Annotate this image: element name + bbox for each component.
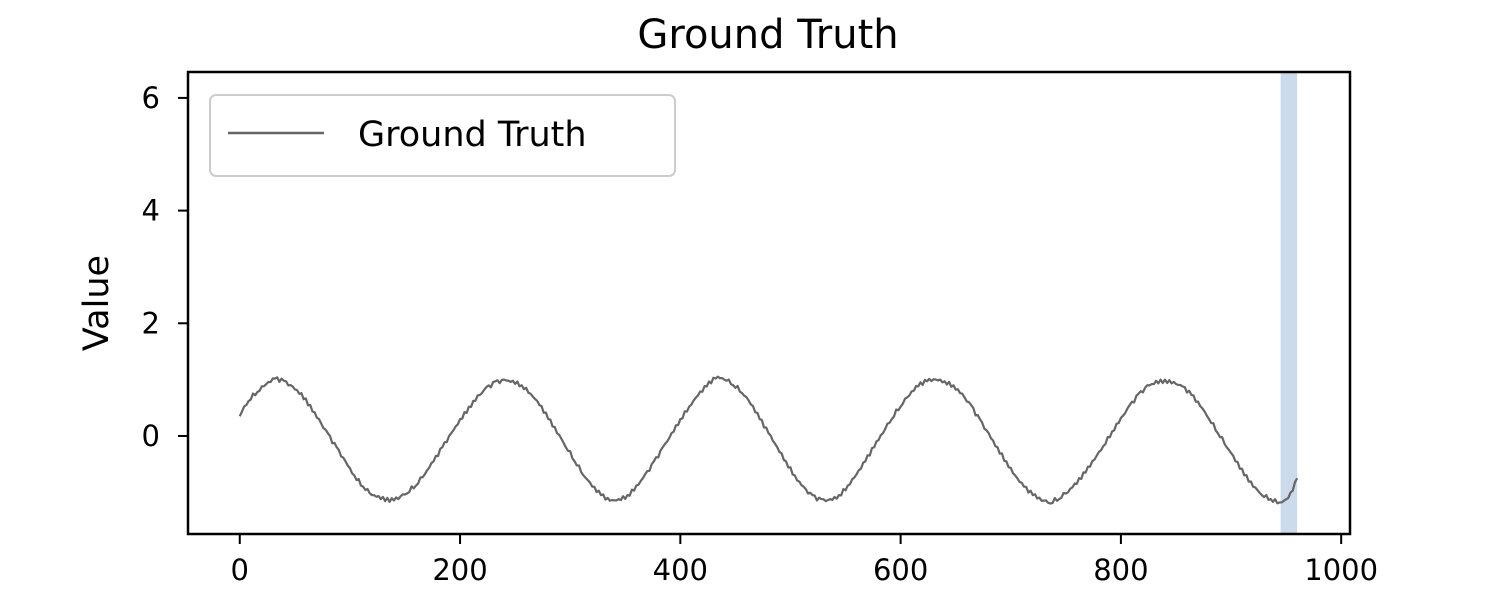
y-tick-label: 6 [142,81,160,115]
x-tick-label: 800 [1093,553,1148,587]
y-ticks: 0 2 4 6 [142,81,188,453]
y-axis-label: Value [77,255,117,351]
x-tick-label: 600 [873,553,928,587]
x-tick-label: 1000 [1304,553,1378,587]
x-tick-label: 0 [231,553,249,587]
legend-box [209,94,676,177]
x-tick-label: 200 [432,553,487,587]
y-tick-label: 4 [142,194,160,228]
y-tick-label: 0 [142,419,160,453]
series-line-0 [238,375,1299,505]
legend-label-ground-truth: Ground Truth [358,115,587,155]
series-layer [238,375,1299,505]
x-tick-label: 400 [653,553,708,587]
chart-title: Ground Truth [637,12,898,58]
x-ticks: 0 200 400 600 800 1000 [231,534,1378,587]
legend: Ground Truth [209,94,676,177]
highlight-span [1280,72,1298,534]
plot-frame [186,70,1352,536]
highlight-span-layer [1280,72,1298,534]
y-tick-label: 2 [142,306,160,340]
